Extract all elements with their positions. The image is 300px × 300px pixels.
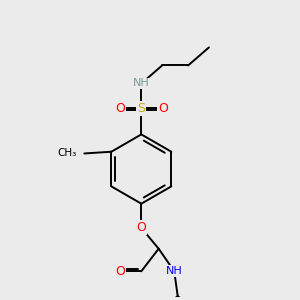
Text: O: O <box>115 102 125 115</box>
Text: NH: NH <box>166 266 183 276</box>
Text: O: O <box>115 265 125 278</box>
Text: O: O <box>136 221 146 234</box>
Text: S: S <box>137 102 145 115</box>
Text: CH₃: CH₃ <box>57 148 77 158</box>
Text: NH: NH <box>133 79 150 88</box>
Text: O: O <box>158 102 168 115</box>
